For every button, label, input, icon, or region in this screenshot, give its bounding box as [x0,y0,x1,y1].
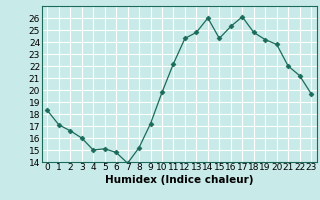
X-axis label: Humidex (Indice chaleur): Humidex (Indice chaleur) [105,175,253,185]
